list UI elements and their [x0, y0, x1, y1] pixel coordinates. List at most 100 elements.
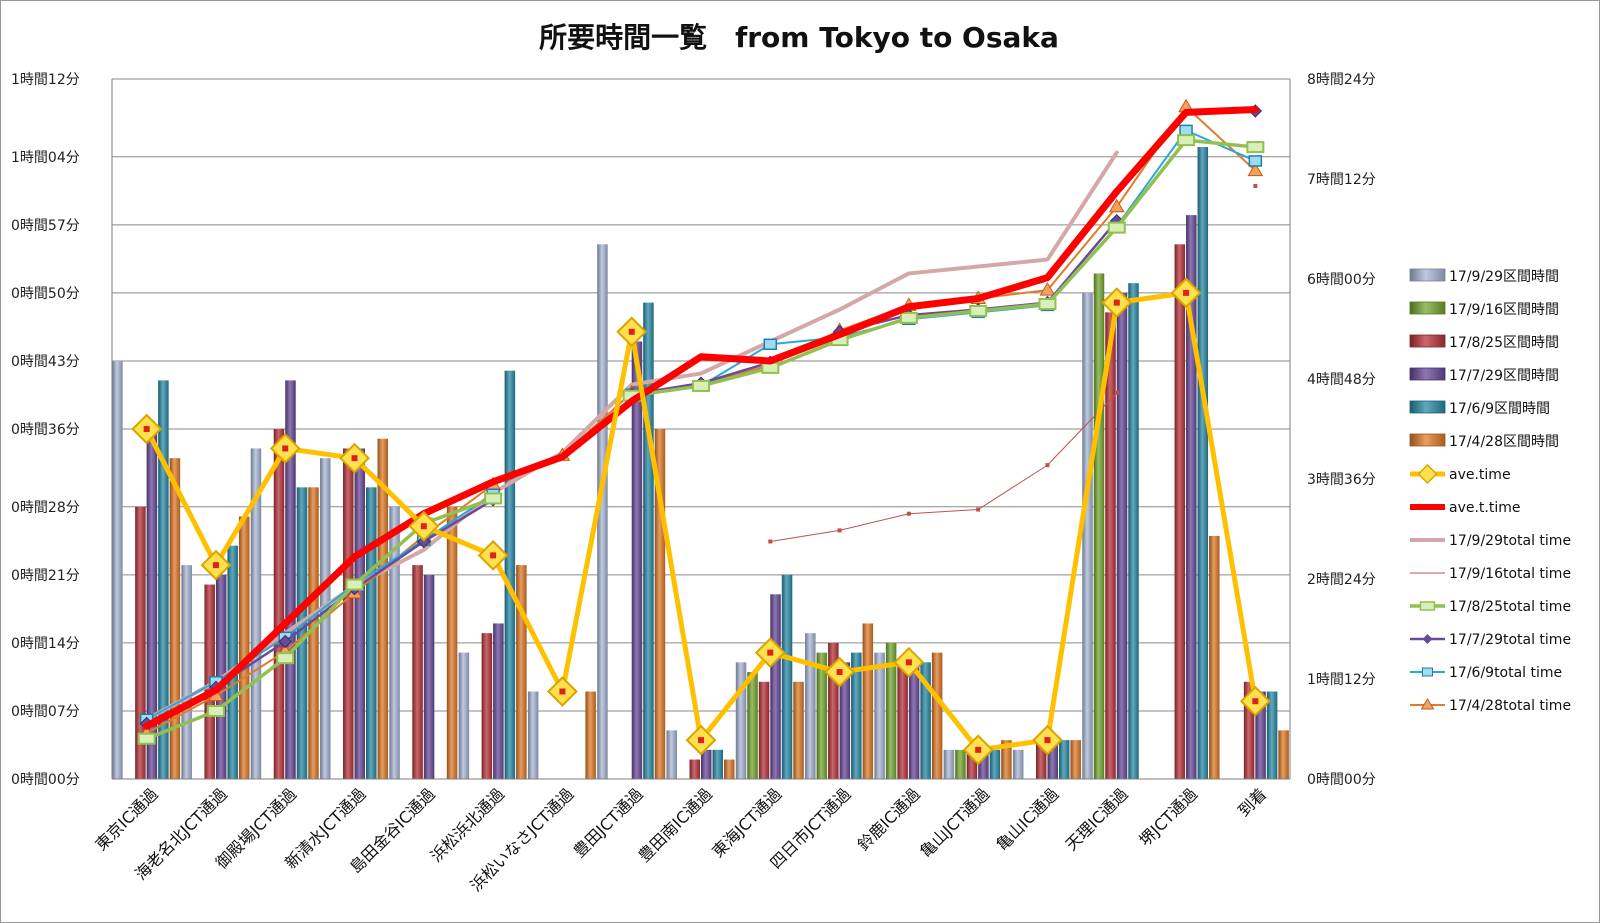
y-right-tick-label: 2時間24分 [1307, 572, 1376, 588]
bar [989, 749, 1001, 779]
point-marker [837, 528, 842, 533]
bar [112, 360, 123, 779]
bar [481, 633, 493, 779]
point-marker [1253, 183, 1258, 188]
bar [1128, 283, 1139, 779]
point-marker [768, 539, 773, 544]
chart-title: 所要時間一覧 from Tokyo to Osaka [539, 21, 1059, 54]
y-left-tick-label: 0時間00分 [11, 772, 80, 788]
point-marker [1108, 198, 1125, 213]
y-right-tick-label: 7時間12分 [1307, 172, 1376, 188]
bar [1070, 740, 1081, 779]
legend-label: 17/6/9total time [1449, 665, 1562, 681]
point-marker-center [351, 455, 358, 462]
bar [597, 244, 608, 779]
series-line [144, 150, 1119, 722]
bar [377, 438, 389, 779]
bar [770, 594, 781, 779]
point-marker [137, 732, 156, 745]
bar [931, 652, 943, 779]
point-marker [1246, 141, 1265, 154]
bar [504, 370, 516, 779]
point-marker [1114, 390, 1119, 395]
bar [955, 749, 966, 779]
legend-marker [1422, 634, 1433, 644]
bar [458, 652, 470, 779]
bar [389, 506, 400, 779]
bar [250, 448, 262, 779]
bar [1116, 292, 1128, 779]
bar [527, 691, 539, 779]
legend-swatch [1409, 400, 1446, 414]
bar [135, 506, 146, 779]
bar [227, 545, 238, 779]
bar [1093, 273, 1105, 779]
bar [1058, 740, 1070, 779]
legend-label: 17/4/28total time [1449, 698, 1571, 714]
bar [793, 681, 804, 779]
bar [146, 429, 158, 779]
bar [493, 623, 504, 779]
point-marker [276, 652, 295, 665]
legend-swatch [1409, 334, 1446, 348]
point-marker [692, 379, 710, 392]
point-marker [1177, 134, 1196, 147]
bar [966, 749, 978, 779]
bar [1082, 292, 1093, 779]
point-marker-center [1044, 737, 1051, 744]
point-marker [1107, 221, 1126, 234]
bar [366, 487, 377, 779]
legend-label: ave.time [1449, 467, 1511, 483]
bar [862, 623, 874, 779]
legend-swatch [1409, 301, 1446, 315]
bar [689, 759, 700, 779]
bar [285, 380, 296, 779]
y-left-tick-label: 0時間28分 [11, 500, 80, 516]
point-marker-center [420, 523, 427, 530]
y-left-tick-label: 0時間43分 [11, 354, 80, 370]
bar [446, 506, 458, 779]
y-left-tick-label: 0時間21分 [11, 568, 80, 584]
point-marker [1179, 124, 1193, 137]
legend: 17/9/29区間時間 17/9/16区間時間 17/8/25区間時間 17/7/29… [1409, 268, 1571, 714]
legend-swatch [1409, 367, 1446, 381]
bar [423, 574, 435, 779]
bar [735, 662, 747, 779]
point-marker-center [767, 649, 774, 656]
y-left-tick-label: 0時間36分 [11, 422, 80, 438]
legend-label: 17/7/29total time [1449, 632, 1571, 648]
bar [885, 642, 897, 779]
bar [354, 448, 366, 779]
legend-label: 17/9/16total time [1449, 566, 1571, 582]
bar [1035, 740, 1047, 779]
point-marker [1045, 463, 1050, 468]
point-marker [969, 304, 988, 317]
bar [343, 448, 354, 779]
bar [908, 662, 920, 779]
series-line [769, 392, 1118, 542]
point-marker [1039, 282, 1056, 296]
point-marker-center [282, 445, 289, 452]
lines [131, 98, 1271, 766]
point-marker-center [1252, 698, 1259, 705]
bar [1047, 740, 1058, 779]
bar [412, 565, 423, 779]
legend-swatch [1409, 433, 1446, 447]
y-right-tick-label: 0時間00分 [1307, 772, 1376, 788]
legend-swatch [1409, 268, 1446, 282]
bar [631, 341, 643, 779]
bar [1278, 730, 1289, 779]
bar [296, 487, 308, 779]
point-marker-center [628, 328, 635, 335]
bar [308, 487, 319, 779]
bar [238, 516, 250, 779]
legend-label: 17/9/16区間時間 [1449, 302, 1559, 318]
y-right-tick-label: 3時間36分 [1307, 472, 1376, 488]
point-marker [345, 578, 364, 591]
bar [1174, 244, 1186, 779]
y-right-tick-label: 6時間00分 [1307, 272, 1376, 288]
legend-marker [1417, 463, 1438, 485]
bar [839, 662, 851, 779]
series-line [144, 496, 495, 741]
